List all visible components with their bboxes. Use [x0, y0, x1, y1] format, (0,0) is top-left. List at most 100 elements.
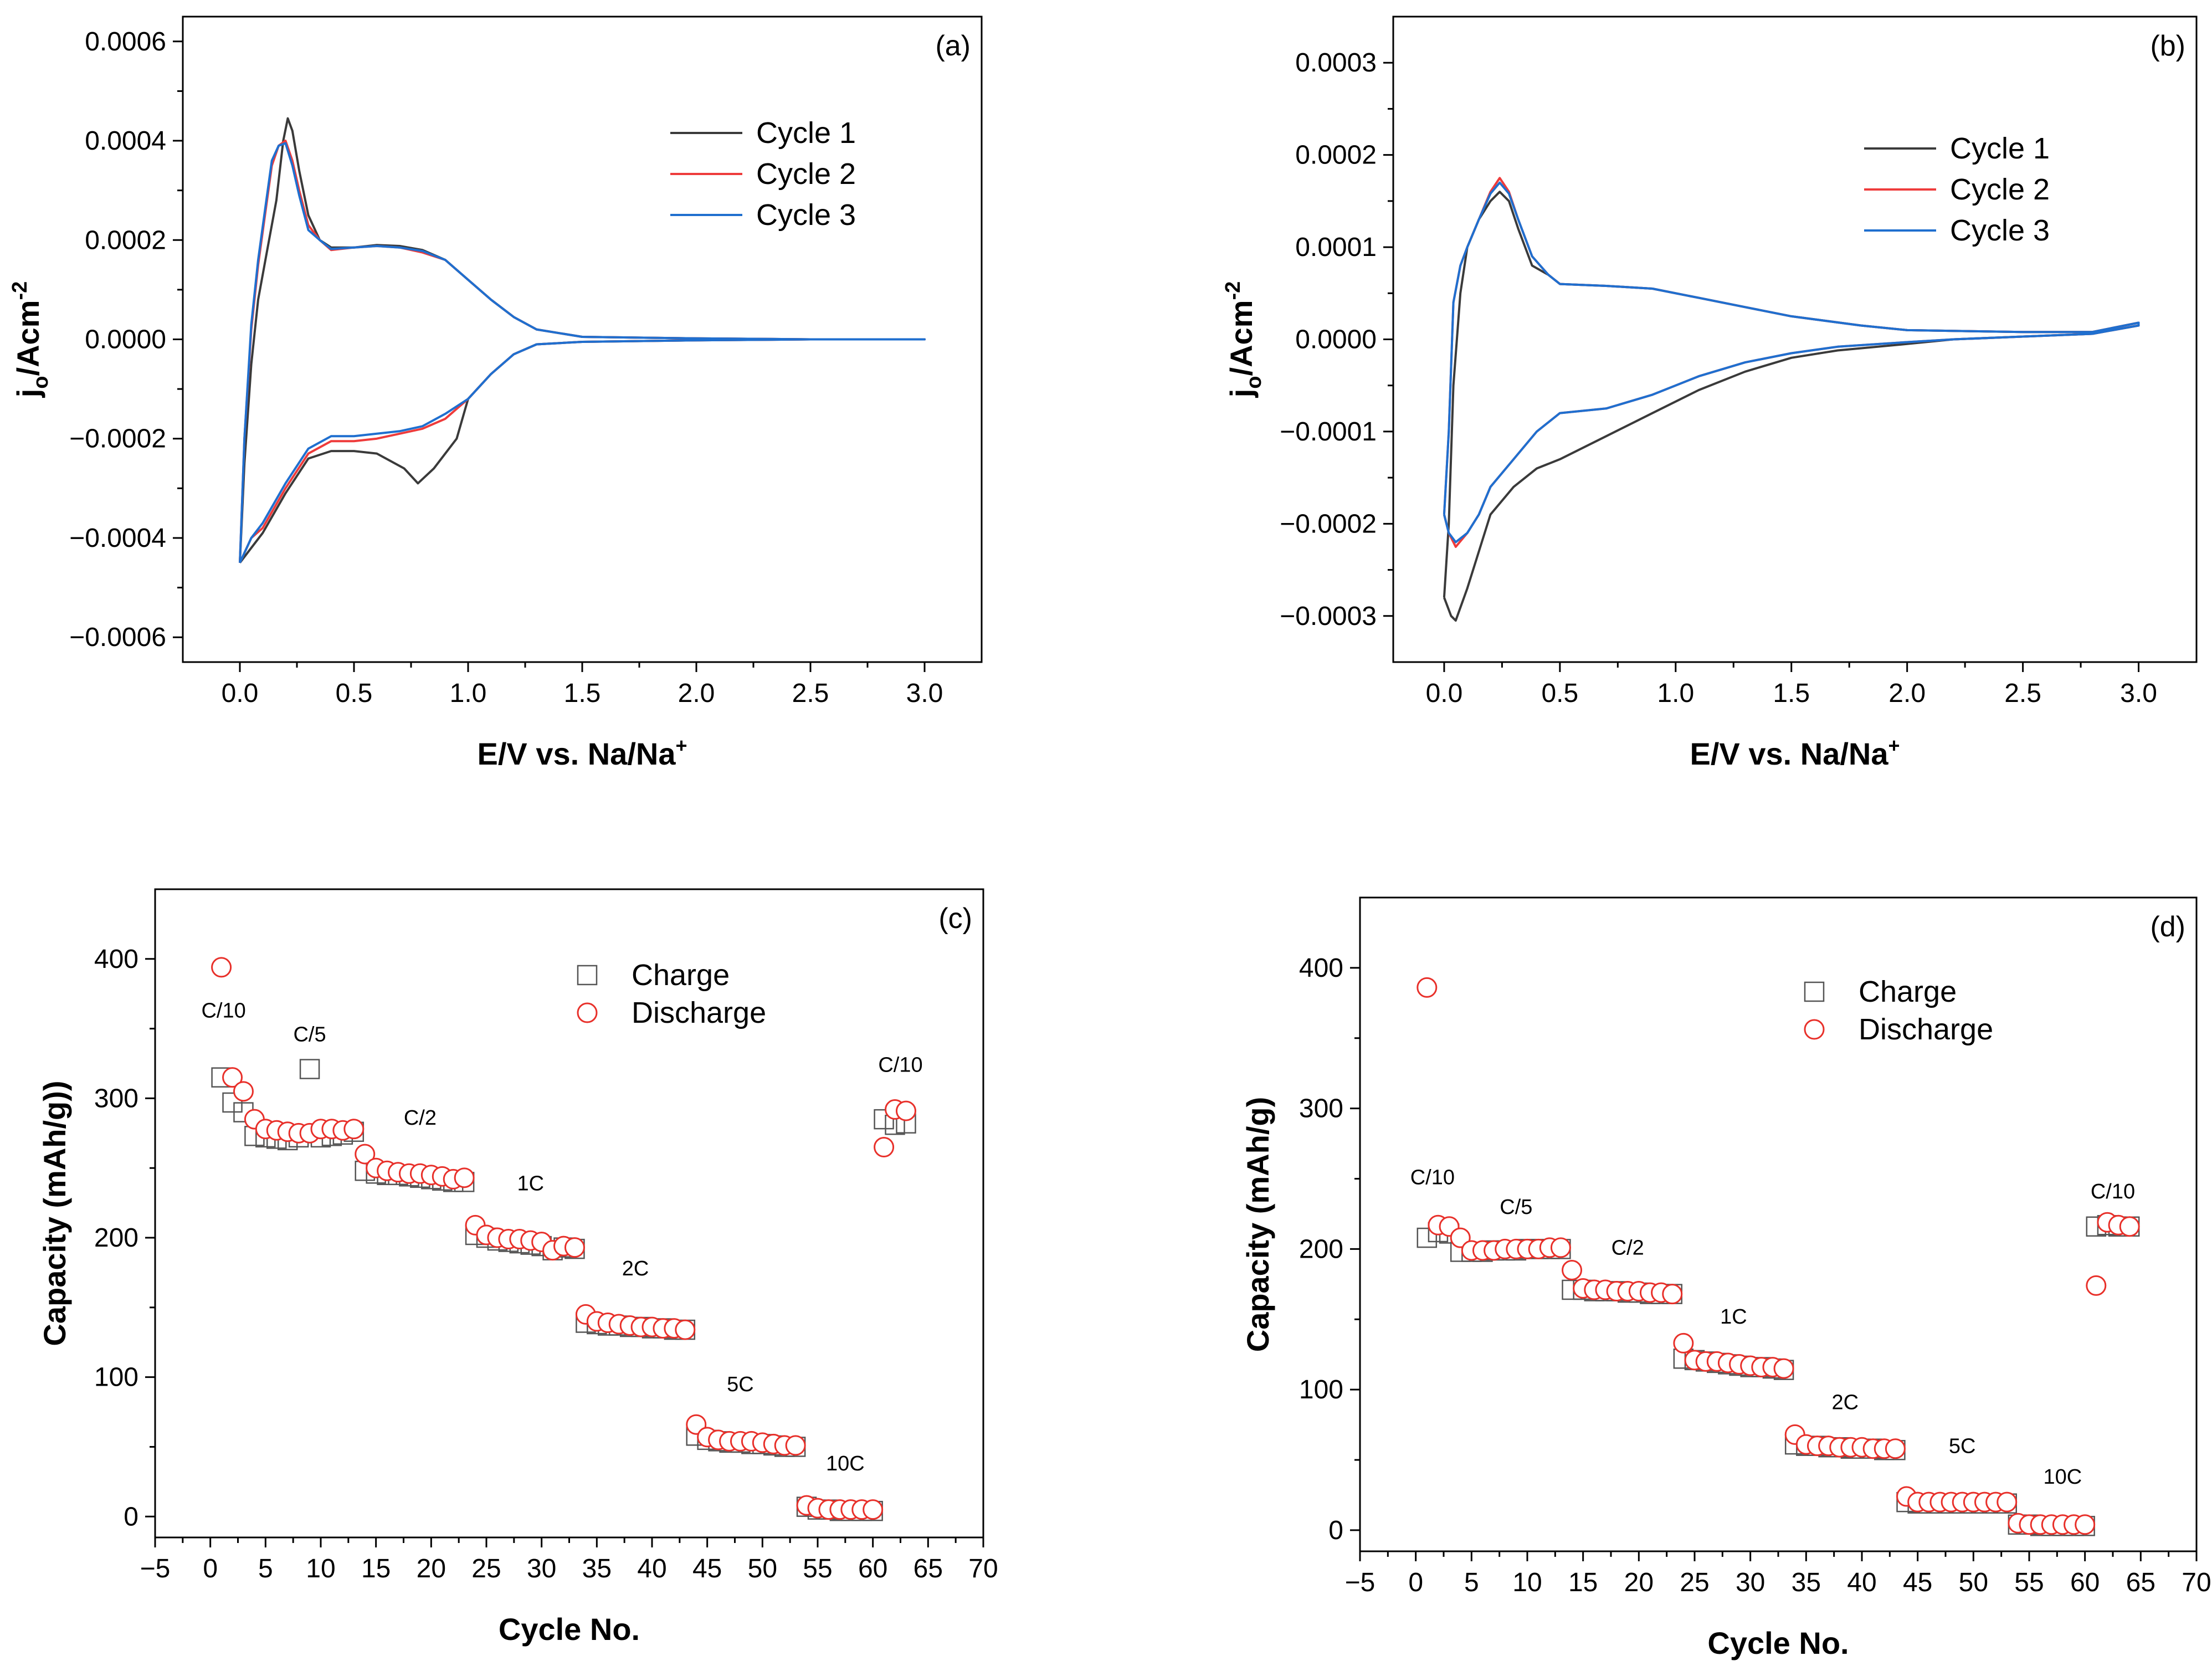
y-tick-label: 0.0001 — [1295, 233, 1377, 262]
y-tick-label: −0.0003 — [1280, 602, 1377, 631]
x-axis-title-main: E/V vs. Na/Na — [478, 736, 676, 771]
discharge-point — [355, 1144, 376, 1165]
x-tick-label: 5 — [1464, 1568, 1479, 1597]
legend-label-discharge: Discharge — [632, 996, 766, 1029]
x-tick-label: 55 — [2014, 1568, 2044, 1597]
x-tick-label: 70 — [968, 1554, 998, 1583]
x-tick-label: 2.5 — [792, 679, 829, 708]
x-tick-label: 20 — [417, 1554, 446, 1583]
x-tick-label: 25 — [471, 1554, 501, 1583]
x-tick-label: 2.0 — [1888, 679, 1926, 708]
discharge-point — [895, 1100, 916, 1121]
discharge-point — [1673, 1332, 1694, 1354]
y-tick-label: 200 — [1299, 1234, 1343, 1264]
x-tick-label: 1.5 — [1773, 679, 1810, 708]
x-tick-label: 60 — [858, 1554, 887, 1583]
discharge-point — [1773, 1358, 1794, 1379]
discharge-point — [1997, 1491, 2018, 1513]
y-tick-label: 300 — [1299, 1094, 1343, 1124]
y-tick-label: 200 — [94, 1223, 138, 1253]
x-tick-label: 15 — [1568, 1568, 1598, 1597]
plot-frame — [154, 888, 984, 1539]
legend-label: Cycle 3 — [756, 198, 856, 232]
panel-b: 0.0 0.5 1.0 1.5 2.0 2.5 3.0 −0.0003 −0.0002 −0.00… — [1222, 16, 2198, 771]
y-tick-label: 400 — [94, 945, 138, 974]
x-tick-label: 30 — [1736, 1568, 1765, 1597]
panel-label: (b) — [2150, 30, 2185, 62]
panel-label: (d) — [2150, 911, 2185, 943]
x-tick-label: 55 — [803, 1554, 832, 1583]
y-axis-title: jo/Acm-2 — [8, 281, 53, 398]
y-tick-label: 0.0000 — [85, 325, 166, 355]
y-tick-label: 0 — [1328, 1516, 1343, 1545]
x-axis-title: E/V vs. Na/Na+ — [1690, 734, 1900, 771]
x-tick-label: 25 — [1680, 1568, 1709, 1597]
x-tick-label: 0.5 — [1541, 679, 1578, 708]
x-tick-label: 0 — [203, 1554, 218, 1583]
rate-label: 5C — [727, 1373, 754, 1396]
rate-label: C/10 — [878, 1054, 922, 1077]
x-tick-label: 35 — [582, 1554, 612, 1583]
rate-label: C/2 — [1611, 1237, 1644, 1260]
charge-point — [299, 1059, 320, 1079]
x-tick-label: 65 — [2126, 1568, 2155, 1597]
x-tick-label: 45 — [1903, 1568, 1932, 1597]
legend-label: Cycle 2 — [1950, 173, 2050, 206]
legend-swatch-charge — [577, 965, 598, 986]
x-tick-label: 2.5 — [2004, 679, 2041, 708]
y-tick-label: −0.0002 — [69, 424, 166, 454]
plot-frame — [1392, 16, 2198, 663]
x-tick-label: 30 — [527, 1554, 556, 1583]
x-tick-label: 5 — [258, 1554, 273, 1583]
y-axis-title-sub: o — [29, 376, 53, 388]
y-tick-label: −0.0002 — [1280, 509, 1377, 539]
rate-label: C/10 — [2091, 1180, 2135, 1203]
rate-label: C/2 — [404, 1106, 437, 1130]
x-tick-label: 50 — [1959, 1568, 1988, 1597]
discharge-point — [1662, 1284, 1683, 1305]
x-axis-title: Cycle No. — [1707, 1626, 1849, 1660]
rate-label: 2C — [1832, 1391, 1859, 1414]
rate-label: 2C — [622, 1257, 649, 1280]
x-tick-label: 35 — [1792, 1568, 1821, 1597]
legend-swatch-discharge — [577, 1002, 598, 1023]
discharge-point — [1562, 1259, 1583, 1280]
panel-label: (c) — [938, 903, 972, 935]
y-axis-title: Capacity (mAh/g) — [1240, 1097, 1275, 1352]
x-tick-label: 1.0 — [1657, 679, 1694, 708]
panel-c: −5 0 5 10 15 20 25 30 35 40 45 50 55 60 65 700100200300… — [37, 888, 998, 1647]
y-tick-label: −0.0001 — [1280, 417, 1377, 447]
x-tick-label: 40 — [1847, 1568, 1876, 1597]
x-axis-title: Cycle No. — [499, 1612, 640, 1647]
rate-label: 1C — [1720, 1305, 1747, 1329]
charge-point — [1416, 1227, 1438, 1248]
panel-d: −5 0 5 10 15 20 25 30 35 40 45 50 55 60 65 700100200300… — [1240, 896, 2211, 1660]
y-tick-label: 400 — [1299, 953, 1343, 983]
y-axis-title-sup: -2 — [1222, 281, 1245, 300]
discharge-point — [675, 1319, 696, 1340]
x-tick-label: 0.5 — [336, 679, 373, 708]
y-tick-label: 0.0004 — [85, 126, 166, 156]
x-tick-label: 20 — [1624, 1568, 1654, 1597]
discharge-point — [1416, 977, 1438, 998]
x-tick-label: 15 — [361, 1554, 391, 1583]
legend-label-charge: Charge — [1859, 975, 1957, 1008]
y-axis-title-sup: -2 — [8, 281, 32, 300]
x-tick-label: 40 — [637, 1554, 666, 1583]
y-axis-title: Capacity (mAh/g)) — [37, 1080, 72, 1346]
discharge-point — [1550, 1237, 1571, 1258]
discharge-point — [1885, 1438, 1906, 1459]
rate-label: C/5 — [293, 1023, 326, 1046]
x-tick-label: 10 — [306, 1554, 335, 1583]
y-tick-label: 0.0003 — [1295, 48, 1377, 78]
x-tick-label: −5 — [1345, 1568, 1376, 1597]
y-tick-label: 0.0000 — [1295, 325, 1377, 355]
discharge-point — [874, 1136, 895, 1157]
y-axis-title-main: j — [1224, 389, 1259, 398]
plot-frame — [1359, 896, 2198, 1552]
discharge-point — [343, 1119, 365, 1140]
panel-label: (a) — [935, 30, 971, 62]
x-tick-label: 0.0 — [1426, 679, 1463, 708]
rate-label: 5C — [1949, 1434, 1976, 1458]
